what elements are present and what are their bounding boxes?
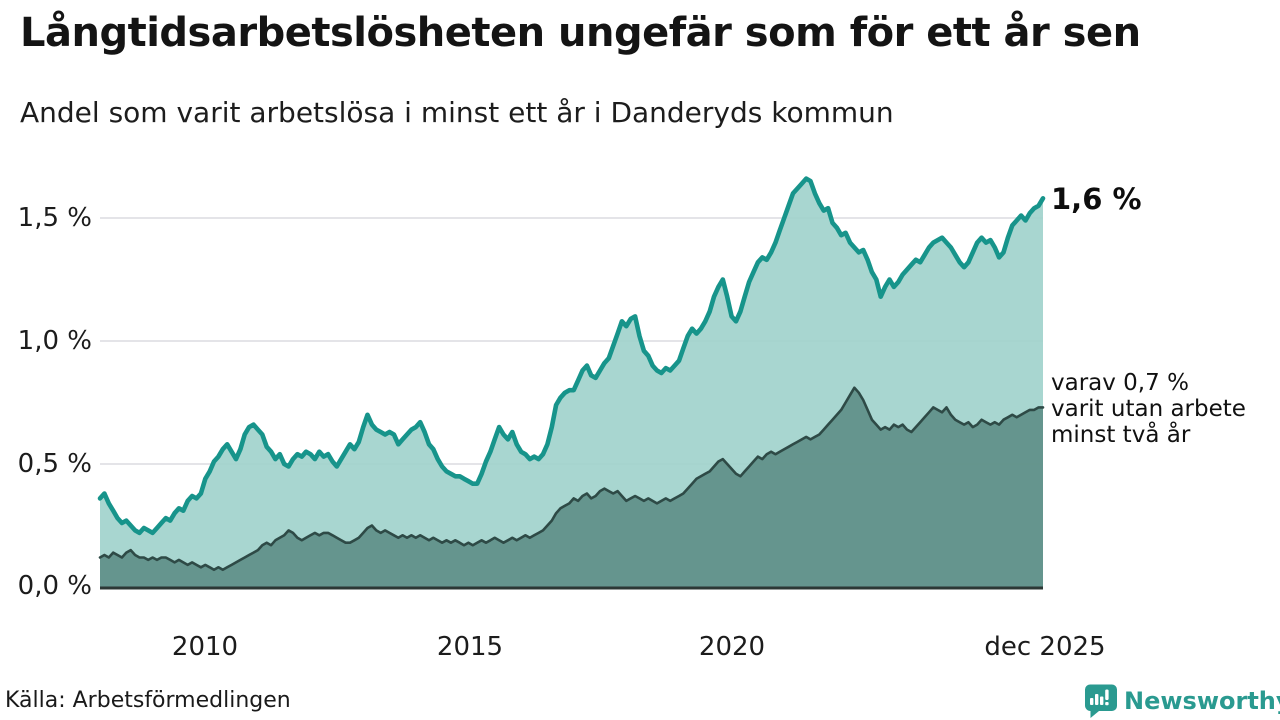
latest-value-label: 1,6 % <box>1051 182 1142 216</box>
x-tick-2020: 2020 <box>698 632 766 662</box>
x-tick-2015: 2015 <box>436 632 504 662</box>
newsworthy-logo-text: Newsworthy <box>1124 687 1280 715</box>
newsworthy-logo-icon <box>1085 684 1117 718</box>
y-tick-0-5: 0,5 % <box>17 449 92 479</box>
y-tick-1-0: 1,0 % <box>17 326 92 356</box>
page-title: Långtidsarbetslösheten ungefär som för e… <box>20 10 1141 56</box>
y-tick-1-5: 1,5 % <box>17 203 92 233</box>
series-line-two-years <box>98 386 1045 572</box>
area-fill-two-years <box>100 387 1043 587</box>
area-fill-one-year <box>100 178 1043 587</box>
x-tick-2010: 2010 <box>171 632 239 662</box>
series-line-one-year <box>97 176 1046 536</box>
secondary-series-label: varav 0,7 % varit utan arbete minst två … <box>1051 370 1246 448</box>
logo-bars <box>1090 689 1109 706</box>
x-tick-dec-2025: dec 2025 <box>984 632 1106 662</box>
gridlines <box>100 217 1043 465</box>
page-subtitle: Andel som varit arbetslösa i minst ett å… <box>20 96 894 129</box>
y-tick-0-0: 0,0 % <box>17 571 92 601</box>
source-credit: Källa: Arbetsförmedlingen <box>5 688 291 713</box>
